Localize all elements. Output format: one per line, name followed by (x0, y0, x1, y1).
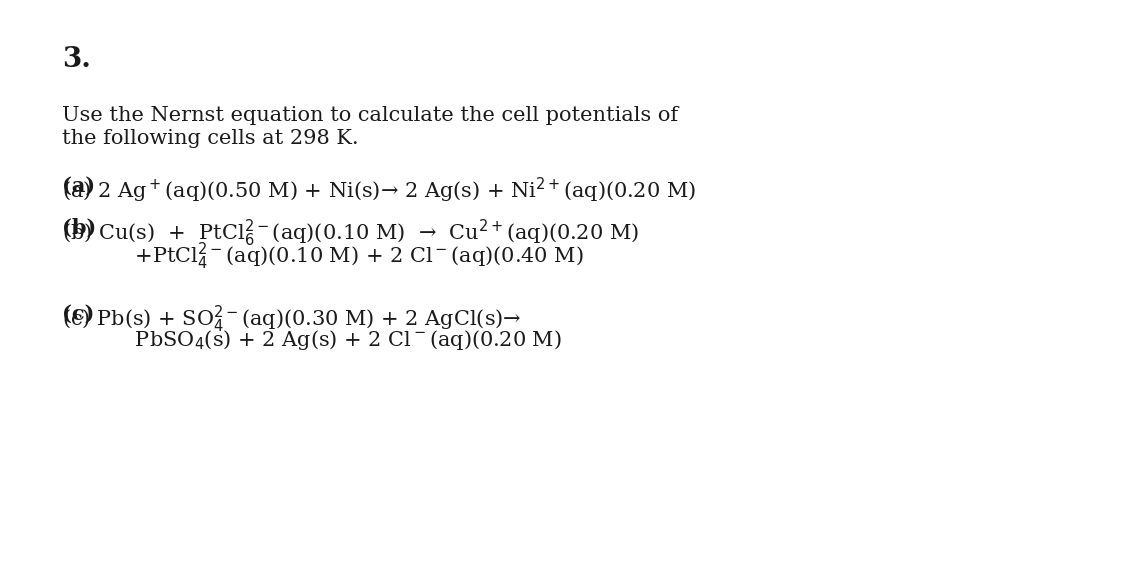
Text: (b) Cu(s)  +  PtCl$_6^{2-}$(aq)(0.10 M)  →  Cu$^{2+}$(aq)(0.20 M): (b) Cu(s) + PtCl$_6^{2-}$(aq)(0.10 M) → … (62, 218, 639, 249)
Text: the following cells at 298 K.: the following cells at 298 K. (62, 129, 359, 148)
Text: +PtCl$_4^{2-}$(aq)(0.10 M) + 2 Cl$^-$(aq)(0.40 M): +PtCl$_4^{2-}$(aq)(0.10 M) + 2 Cl$^-$(aq… (62, 241, 584, 272)
Text: 3.: 3. (62, 46, 90, 73)
Text: PbSO$_4$(s) + 2 Ag(s) + 2 Cl$^-$(aq)(0.20 M): PbSO$_4$(s) + 2 Ag(s) + 2 Cl$^-$(aq)(0.2… (62, 328, 562, 352)
Text: (a): (a) (62, 176, 95, 196)
Text: (c): (c) (62, 304, 94, 324)
Text: (c) Pb(s) + SO$_4^{2-}$(aq)(0.30 M) + 2 AgCl(s)→: (c) Pb(s) + SO$_4^{2-}$(aq)(0.30 M) + 2 … (62, 304, 521, 335)
Text: Use the Nernst equation to calculate the cell potentials of: Use the Nernst equation to calculate the… (62, 106, 679, 125)
Text: (a) 2 Ag$^+$(aq)(0.50 M) + Ni(s)→ 2 Ag(s) + Ni$^{2+}$(aq)(0.20 M): (a) 2 Ag$^+$(aq)(0.50 M) + Ni(s)→ 2 Ag(s… (62, 176, 696, 205)
Text: (b): (b) (62, 218, 96, 238)
